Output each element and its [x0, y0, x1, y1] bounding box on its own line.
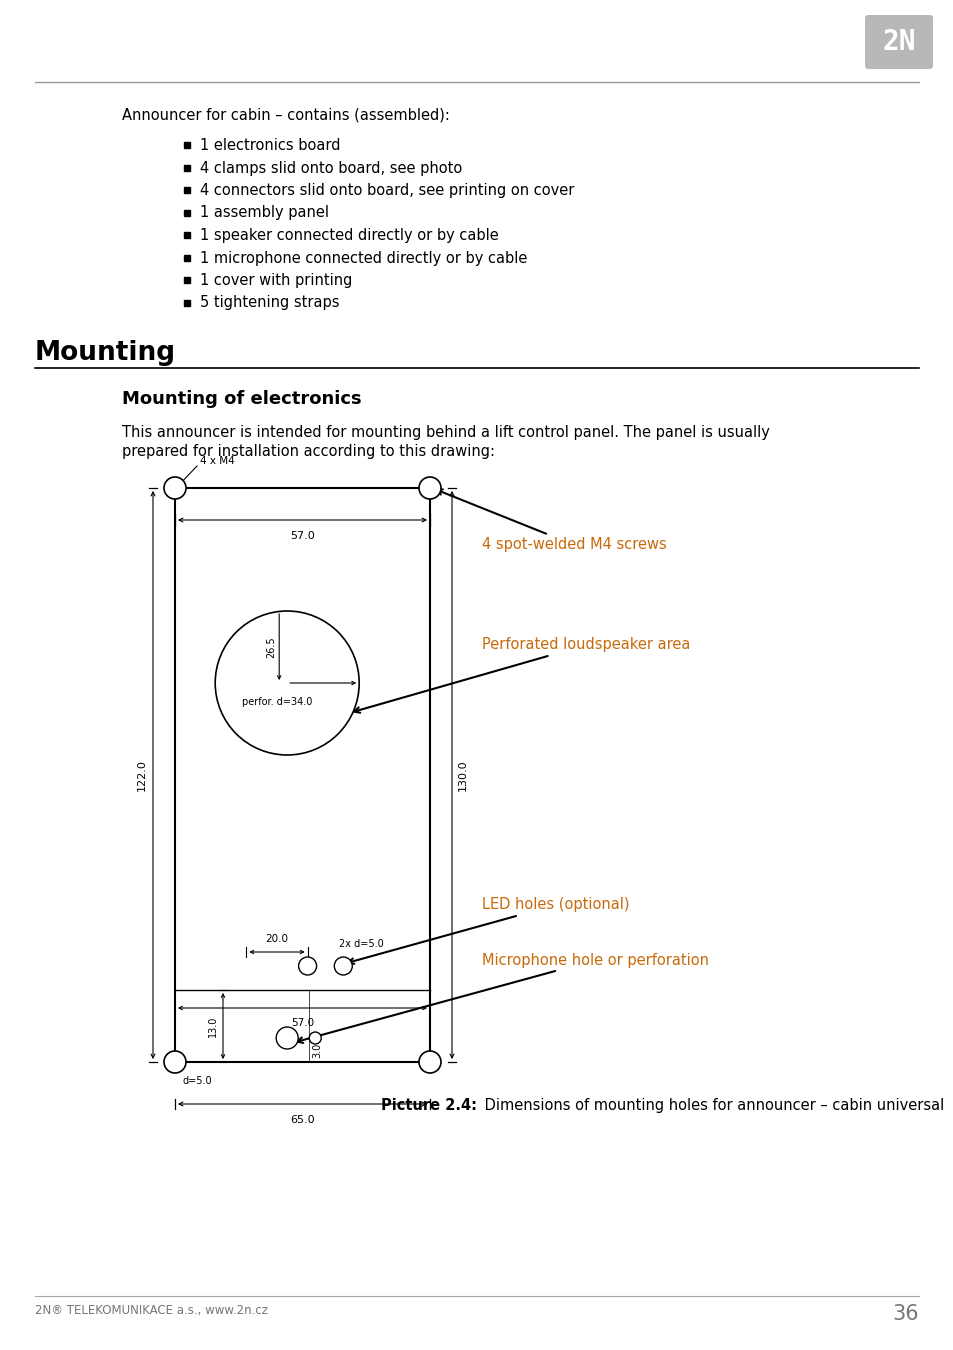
Text: Announcer for cabin – contains (assembled):: Announcer for cabin – contains (assemble…: [122, 108, 450, 123]
Text: 4 x M4: 4 x M4: [200, 456, 234, 466]
Circle shape: [215, 612, 359, 755]
Text: 1 assembly panel: 1 assembly panel: [200, 205, 329, 220]
Text: Dimensions of mounting holes for announcer – cabin universal: Dimensions of mounting holes for announc…: [479, 1098, 943, 1112]
FancyBboxPatch shape: [864, 15, 932, 69]
Text: 57.0: 57.0: [290, 531, 314, 541]
Circle shape: [418, 477, 440, 500]
Text: 1 cover with printing: 1 cover with printing: [200, 273, 352, 288]
Circle shape: [418, 1052, 440, 1073]
Text: 2x d=5.0: 2x d=5.0: [339, 940, 384, 949]
Text: Microphone hole or perforation: Microphone hole or perforation: [296, 953, 708, 1042]
Bar: [184, 277, 190, 284]
Text: 2N® TELEKOMUNIKACE a.s., www.2n.cz: 2N® TELEKOMUNIKACE a.s., www.2n.cz: [35, 1304, 268, 1318]
Text: 20.0: 20.0: [265, 934, 288, 944]
Text: 13.0: 13.0: [208, 1015, 218, 1037]
Text: Perforated loudspeaker area: Perforated loudspeaker area: [354, 637, 690, 713]
Bar: [174, 487, 430, 1062]
Text: 36: 36: [891, 1304, 918, 1324]
Bar: [184, 165, 190, 170]
Circle shape: [164, 1052, 186, 1073]
Text: Mounting of electronics: Mounting of electronics: [122, 390, 361, 408]
Text: 5 tightening straps: 5 tightening straps: [200, 296, 339, 310]
Text: 4 clamps slid onto board, see photo: 4 clamps slid onto board, see photo: [200, 161, 462, 176]
Bar: [184, 188, 190, 193]
Text: 1 speaker connected directly or by cable: 1 speaker connected directly or by cable: [200, 228, 498, 243]
Text: 2N: 2N: [882, 28, 915, 55]
Circle shape: [334, 957, 352, 975]
Bar: [184, 255, 190, 261]
Text: 122.0: 122.0: [137, 759, 147, 791]
Text: 130.0: 130.0: [457, 759, 468, 791]
Text: 1 electronics board: 1 electronics board: [200, 138, 340, 153]
Text: d=5.0: d=5.0: [183, 1076, 213, 1085]
Bar: [184, 232, 190, 238]
Circle shape: [298, 957, 316, 975]
Text: 4 connectors slid onto board, see printing on cover: 4 connectors slid onto board, see printi…: [200, 184, 574, 198]
Text: Picture 2.4:: Picture 2.4:: [380, 1098, 476, 1112]
Text: 57.0: 57.0: [291, 1018, 314, 1027]
Text: LED holes (optional): LED holes (optional): [348, 898, 629, 964]
Bar: [184, 300, 190, 305]
Circle shape: [309, 1031, 321, 1044]
Text: 26.5: 26.5: [266, 636, 276, 657]
Text: prepared for installation according to this drawing:: prepared for installation according to t…: [122, 444, 495, 459]
Bar: [184, 209, 190, 216]
Text: 65.0: 65.0: [290, 1115, 314, 1125]
Text: 1 microphone connected directly or by cable: 1 microphone connected directly or by ca…: [200, 251, 527, 266]
Bar: [184, 142, 190, 148]
Text: Mounting: Mounting: [35, 340, 176, 366]
Text: 4 spot-welded M4 screws: 4 spot-welded M4 screws: [436, 490, 666, 552]
Text: perfor. d=34.0: perfor. d=34.0: [242, 697, 312, 707]
Circle shape: [276, 1027, 298, 1049]
Text: This announcer is intended for mounting behind a lift control panel. The panel i: This announcer is intended for mounting …: [122, 425, 769, 440]
Circle shape: [164, 477, 186, 500]
Text: 3.0: 3.0: [312, 1042, 322, 1057]
